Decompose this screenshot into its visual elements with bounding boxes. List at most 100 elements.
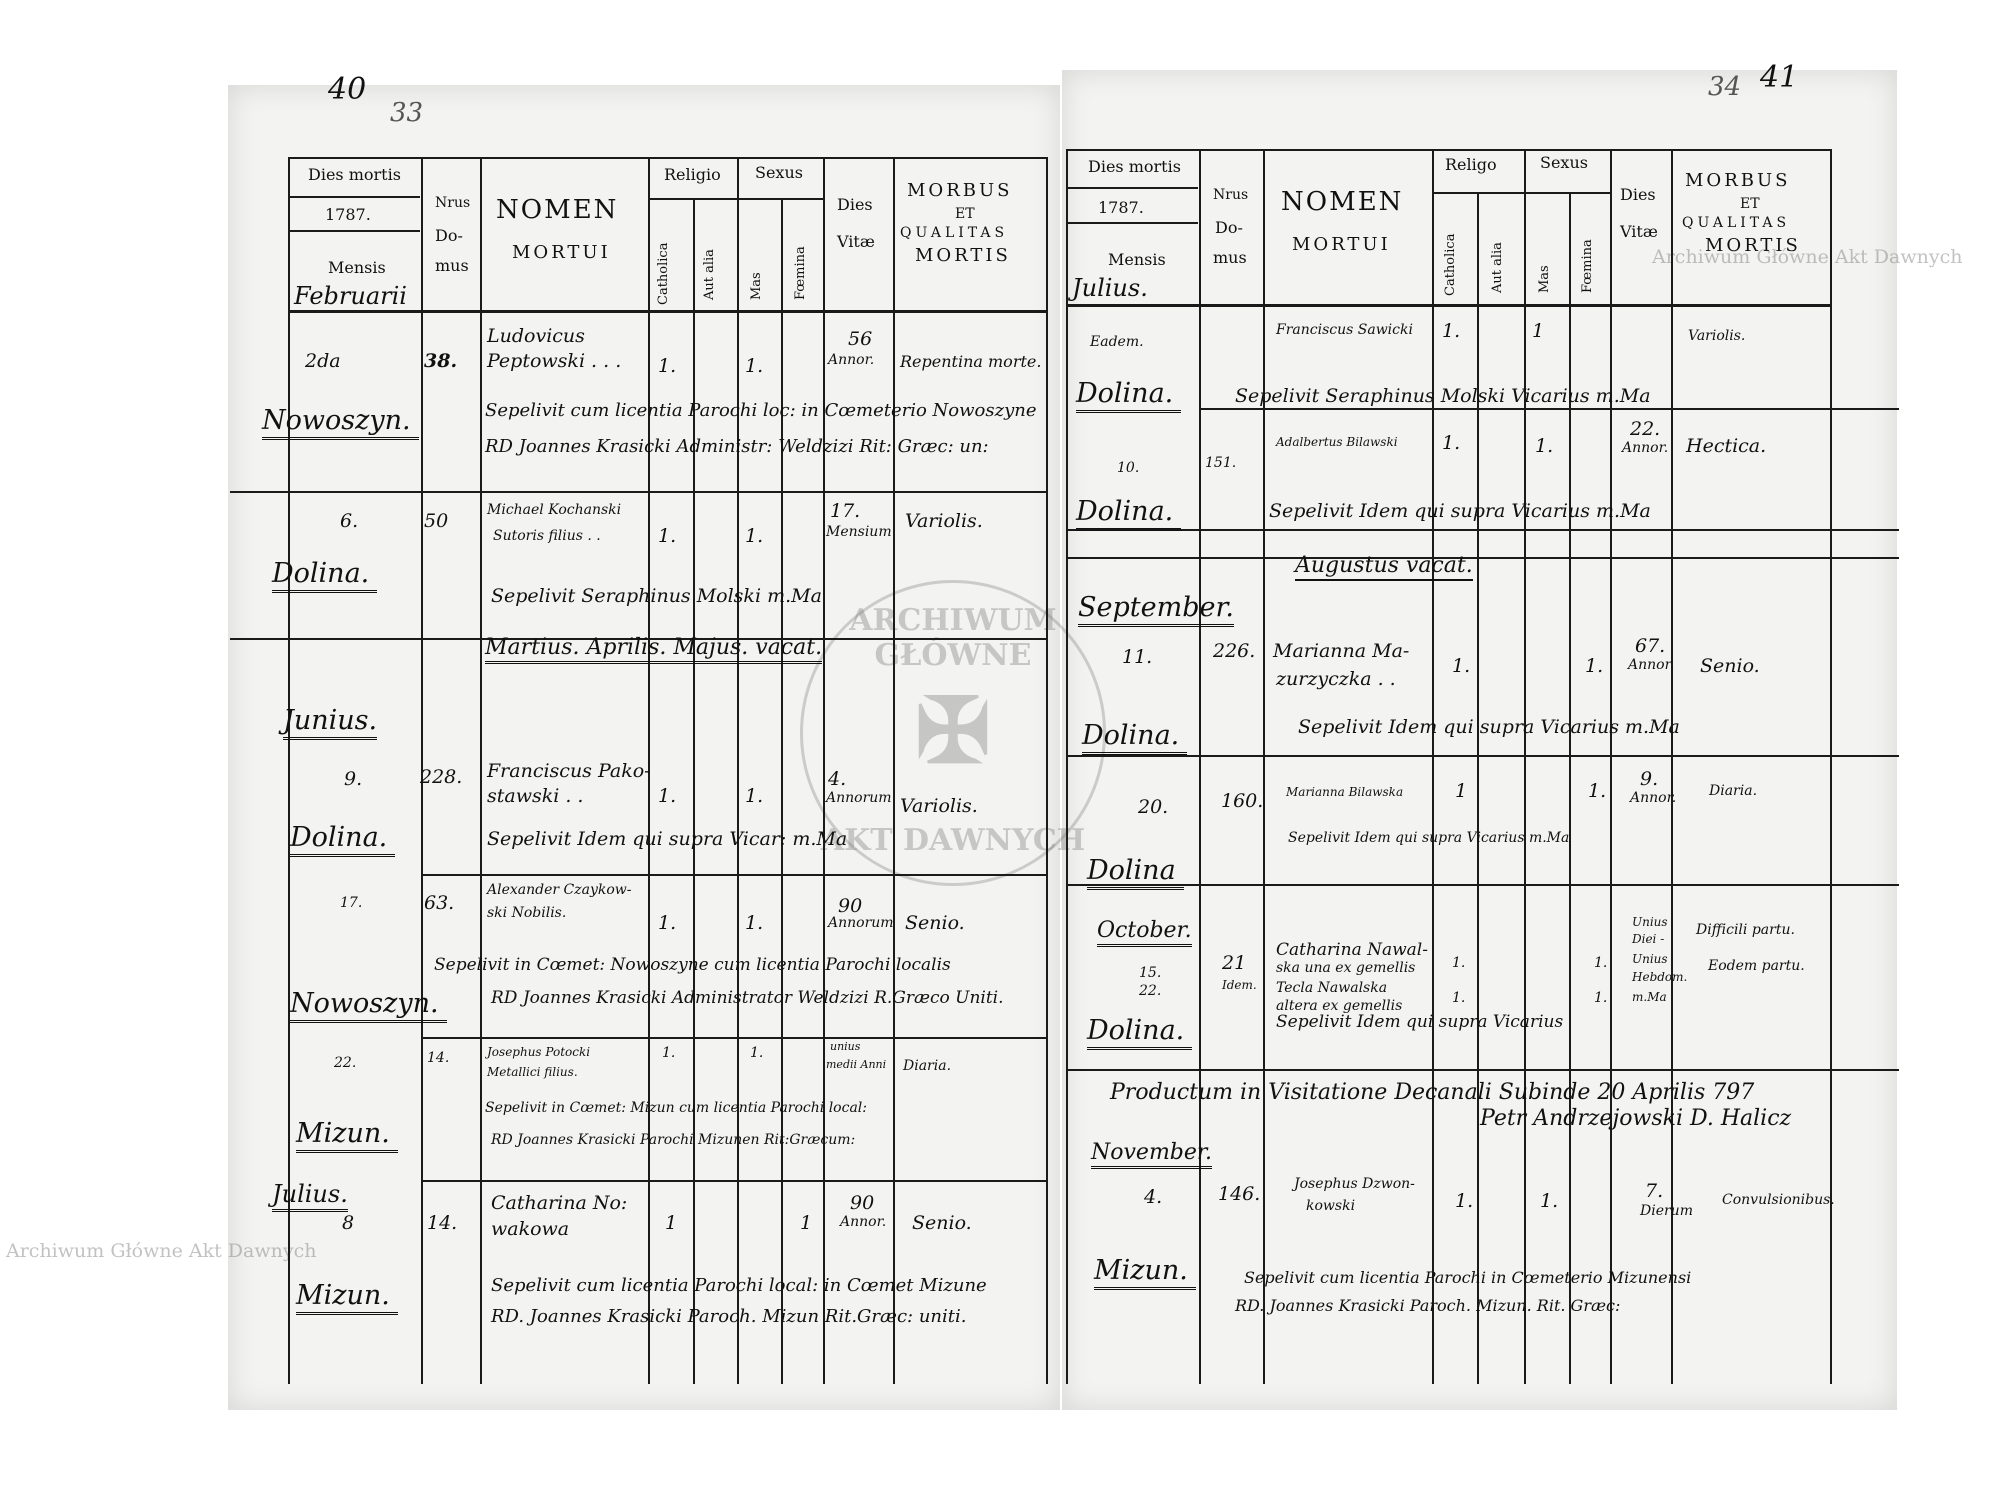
entry-place: Dolina. [1082, 720, 1188, 756]
entry-morbus: Difficili partu. [1696, 922, 1795, 938]
entry-day: 11. [1122, 646, 1153, 668]
entry-catholica: 1. [1452, 955, 1466, 971]
header-vitae: Vitæ [1620, 222, 1658, 241]
header-mensis: Mensis [1108, 250, 1166, 269]
entry-domus: Idem. [1222, 978, 1257, 992]
entry-catholica: 1. [662, 1045, 676, 1061]
eagle-icon: ✠ [915, 678, 991, 784]
header-foemina: Fœmina [793, 246, 808, 300]
entry-burial: Sepelivit Seraphinus Molski m.Ma [491, 585, 822, 607]
visitation-signature: Petr Andrzejowski D. Halicz [1480, 1106, 1792, 1131]
entry-name: Alexander Czaykow- [487, 882, 632, 898]
header-qualitas: QUALITAS [1682, 215, 1791, 231]
header-foemina: Fœmina [1580, 239, 1595, 293]
entry-day: 9. [344, 768, 363, 790]
entry-name: Ludovicus [487, 325, 585, 347]
archive-stamp: ARCHIWUM GŁÓWNE ✠ AKT DAWNYCH [800, 580, 1106, 886]
page-number: 41 [1760, 60, 1799, 95]
entry-place: Mizun. [296, 1280, 398, 1316]
entry-place: Nowoszyn. [262, 405, 419, 441]
header-dies-mortis: Dies mortis [1088, 157, 1181, 176]
entry-morbus: Senio. [1700, 655, 1760, 677]
header-nrus: Nrus [1213, 187, 1249, 203]
entry-domus: 160. [1221, 790, 1264, 812]
entry-vitae: Annorum [828, 915, 894, 931]
header-aut-alia: Aut alia [1490, 242, 1505, 293]
entry-burial: Sepelivit cum licentia Parochi local: in… [491, 1275, 987, 1296]
entry-mas: 1. [745, 355, 764, 377]
entry-burial: RD Joannes Krasicki Administrator Weldzi… [491, 988, 1004, 1008]
entry-catholica: 1. [1442, 320, 1461, 342]
entry-place: Nowoszyn. [290, 988, 447, 1024]
header-sexus: Sexus [755, 163, 803, 182]
entry-morbus: Senio. [905, 912, 965, 934]
entry-place: Dolina. [1076, 378, 1182, 414]
entry-catholica: 1. [1455, 1190, 1474, 1212]
header-dies: Dies [1620, 185, 1656, 204]
entry-name: wakowa [491, 1218, 570, 1240]
entry-vitae: Mensium [826, 524, 892, 540]
entry-vitae: Annor. [1630, 790, 1677, 806]
entry-vitae: Annorum [826, 790, 892, 806]
entry-name: Adalbertus Bilawski [1276, 435, 1398, 449]
entry-name: Metallici filius. [487, 1065, 578, 1079]
entry-name: Michael Kochanski [487, 502, 622, 518]
entry-vitae: Unius [1632, 952, 1668, 966]
month-label: November. [1091, 1140, 1212, 1170]
header-mortui: MORTUI [512, 242, 611, 263]
header-mortis: MORTIS [1705, 235, 1801, 256]
header-month: Julius. [1072, 274, 1148, 302]
entry-place: Dolina. [272, 558, 378, 594]
entry-name: Marianna Bilawska [1286, 785, 1404, 799]
entry-vitae: Hebdom. [1632, 970, 1688, 984]
entry-catholica: 1. [1452, 990, 1466, 1006]
entry-vitae: Annor. [1622, 440, 1669, 456]
entry-morbus: Senio. [912, 1212, 972, 1234]
entry-burial: RD Joannes Krasicki Parochi Mizunen Rit:… [491, 1132, 856, 1148]
header-vitae: Vitæ [837, 232, 875, 251]
entry-day: 8 [342, 1212, 355, 1234]
entry-burial: Sepelivit Idem qui supra Vicar: m.Ma [487, 828, 848, 850]
entry-burial: Sepelivit cum licentia Parochi loc: in C… [485, 400, 1037, 421]
entry-name: zurzyczka . . [1276, 668, 1396, 690]
entry-place: Dolina [1087, 855, 1184, 891]
entry-morbus: Diaria. [903, 1058, 952, 1074]
entry-catholica: 1. [1452, 655, 1471, 677]
entry-burial: RD. Joannes Krasicki Paroch. Mizun Rit.G… [491, 1306, 967, 1327]
entry-day: Eadem. [1090, 334, 1144, 350]
entry-domus: 21 [1222, 952, 1247, 974]
entry-name: stawski . . [487, 785, 584, 807]
entry-catholica: 1. [658, 785, 677, 807]
entry-morbus: Convulsionibus. [1722, 1192, 1835, 1208]
entry-vitae: Annor. [840, 1214, 887, 1230]
entry-vitae: medii Anni [826, 1058, 887, 1071]
entry-day: 22. [334, 1055, 357, 1071]
entry-day: 17. [340, 895, 363, 911]
entry-day: 2da [305, 350, 341, 372]
entry-morbus: Hectica. [1686, 435, 1767, 457]
entry-vitae: m.Ma [1632, 990, 1667, 1004]
entry-burial: Sepelivit Idem qui supra Vicarius [1276, 1012, 1564, 1032]
header-nomen: NOMEN [1281, 187, 1404, 217]
entry-domus: 63. [424, 892, 455, 914]
entry-name: ski Nobilis. [487, 905, 567, 921]
entry-morbus: Diaria. [1709, 783, 1758, 799]
entry-vitae: 67. [1635, 635, 1666, 657]
entry-mas: 1. [1540, 1190, 1559, 1212]
month-label: Julius. [272, 1180, 348, 1212]
entry-mas: 1. [745, 525, 764, 547]
entry-name: altera ex gemellis [1276, 998, 1403, 1014]
entry-morbus: Variolis. [900, 795, 978, 817]
watermark: Archiwum Główne Akt Dawnych [1652, 246, 1963, 268]
entry-domus: 14. [427, 1212, 458, 1234]
header-year: 1787. [325, 205, 371, 224]
entry-vitae: 90 [850, 1192, 875, 1214]
entry-name: ska una ex gemellis [1276, 960, 1416, 976]
header-mortui: MORTUI [1292, 234, 1391, 255]
entry-day: 4. [1144, 1186, 1163, 1208]
header-aut-alia: Aut alia [702, 249, 717, 300]
month-label: October. [1097, 918, 1192, 948]
header-domus: Do- [435, 226, 463, 245]
header-catholica: Catholica [656, 242, 671, 305]
entry-name: Tecla Nawalska [1276, 980, 1388, 996]
